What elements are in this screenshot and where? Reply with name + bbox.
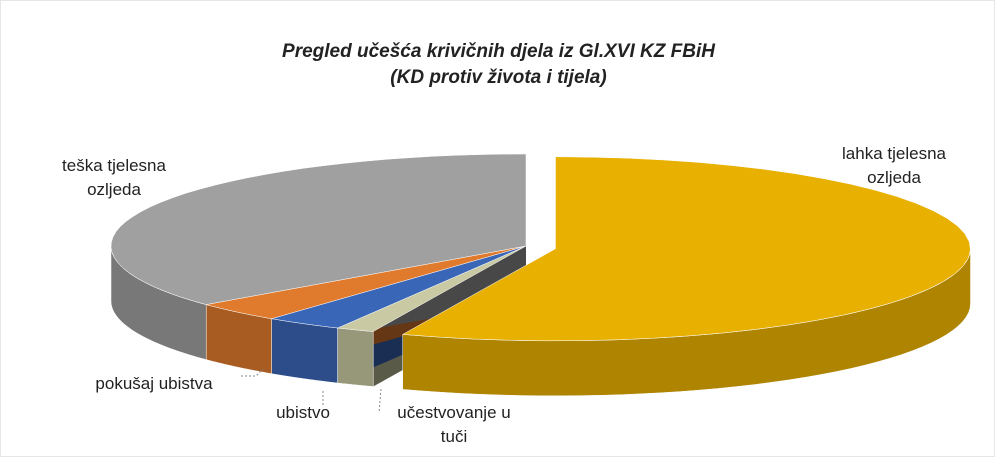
pie-slice	[336, 245, 527, 332]
slice-label: lahka tjelesna ozljeda	[842, 144, 946, 187]
pie-slice	[206, 245, 527, 319]
chart-title: Pregled učešća krivičnih djela iz Gl.XVI…	[282, 41, 715, 62]
pie-slice	[401, 156, 971, 342]
slice-side	[337, 327, 374, 387]
slice-label: ubistvo	[276, 403, 330, 422]
slice-side	[271, 318, 338, 384]
slice-label: teška tjelesna ozljeda	[62, 156, 166, 199]
leader-line	[241, 368, 264, 377]
chart-subtitle: (KD protiv života i tijela)	[390, 67, 607, 88]
pie-slice	[271, 245, 527, 329]
slice-label: pokušaj ubistva	[95, 374, 213, 393]
slice-label: učestvovanje u tuči	[397, 403, 511, 446]
pie-slice	[110, 153, 527, 305]
leader-line	[378, 388, 382, 414]
